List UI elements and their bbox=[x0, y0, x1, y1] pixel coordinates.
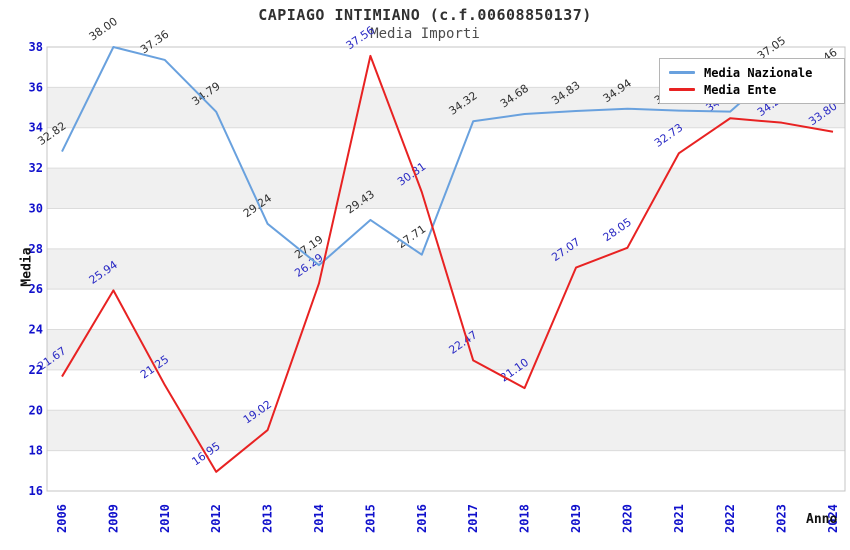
x-tick-label: 2020 bbox=[620, 504, 634, 533]
y-tick-label: 34 bbox=[29, 121, 43, 135]
y-tick-label: 30 bbox=[29, 201, 43, 215]
x-tick-label: 2009 bbox=[106, 504, 120, 533]
x-tick-label: 2017 bbox=[466, 504, 480, 533]
y-tick-label: 20 bbox=[29, 403, 43, 417]
point-label: 38.00 bbox=[87, 15, 120, 44]
y-tick-label: 28 bbox=[29, 242, 43, 256]
y-tick-label: 22 bbox=[29, 363, 43, 377]
line-swatch-icon bbox=[669, 71, 695, 74]
legend-item-media-ente: Media Ente bbox=[669, 83, 835, 97]
legend-label: Media Nazionale bbox=[704, 65, 813, 80]
series-line bbox=[61, 46, 834, 267]
x-tick-label: 2006 bbox=[55, 504, 69, 533]
x-tick-label: 2015 bbox=[363, 504, 377, 533]
x-tick-label: 2022 bbox=[723, 504, 737, 533]
y-tick-label: 24 bbox=[29, 323, 43, 337]
chart-subtitle: Media Importi bbox=[370, 26, 480, 42]
band bbox=[47, 329, 845, 370]
y-tick-label: 18 bbox=[29, 444, 43, 458]
chart-title: CAPIAGO INTIMIANO (c.f.00608850137) bbox=[258, 6, 592, 24]
x-tick-label: 2014 bbox=[312, 504, 326, 533]
point-label: 28.05 bbox=[601, 216, 634, 245]
plot-border bbox=[46, 46, 846, 492]
y-tick-label: 36 bbox=[29, 80, 43, 94]
x-tick-label: 2010 bbox=[158, 504, 172, 533]
x-tick-label: 2024 bbox=[826, 504, 840, 533]
legend: Media Nazionale Media Ente bbox=[659, 58, 845, 104]
band bbox=[47, 168, 845, 209]
x-tick-label: 2021 bbox=[672, 504, 686, 533]
y-axis-title: Media bbox=[19, 247, 35, 287]
legend-label: Media Ente bbox=[704, 82, 777, 97]
x-tick-label: 2023 bbox=[775, 504, 789, 533]
y-tick-label: 26 bbox=[29, 282, 43, 296]
y-tick-label: 16 bbox=[29, 484, 43, 498]
line-swatch-icon bbox=[669, 88, 695, 91]
y-tick-label: 38 bbox=[29, 40, 43, 54]
x-tick-label: 2012 bbox=[209, 504, 223, 533]
x-axis-title: Anno bbox=[806, 512, 838, 527]
x-tick-label: 2018 bbox=[518, 504, 532, 533]
legend-item-media-nazionale: Media Nazionale bbox=[669, 66, 835, 80]
series-line bbox=[61, 54, 834, 473]
x-tick-label: 2016 bbox=[415, 504, 429, 533]
band bbox=[47, 410, 845, 451]
point-label: 37.56 bbox=[344, 24, 377, 53]
x-tick-label: 2019 bbox=[569, 504, 583, 533]
y-tick-label: 32 bbox=[29, 161, 43, 175]
x-tick-label: 2013 bbox=[261, 504, 275, 533]
point-label: 37.36 bbox=[138, 28, 171, 57]
